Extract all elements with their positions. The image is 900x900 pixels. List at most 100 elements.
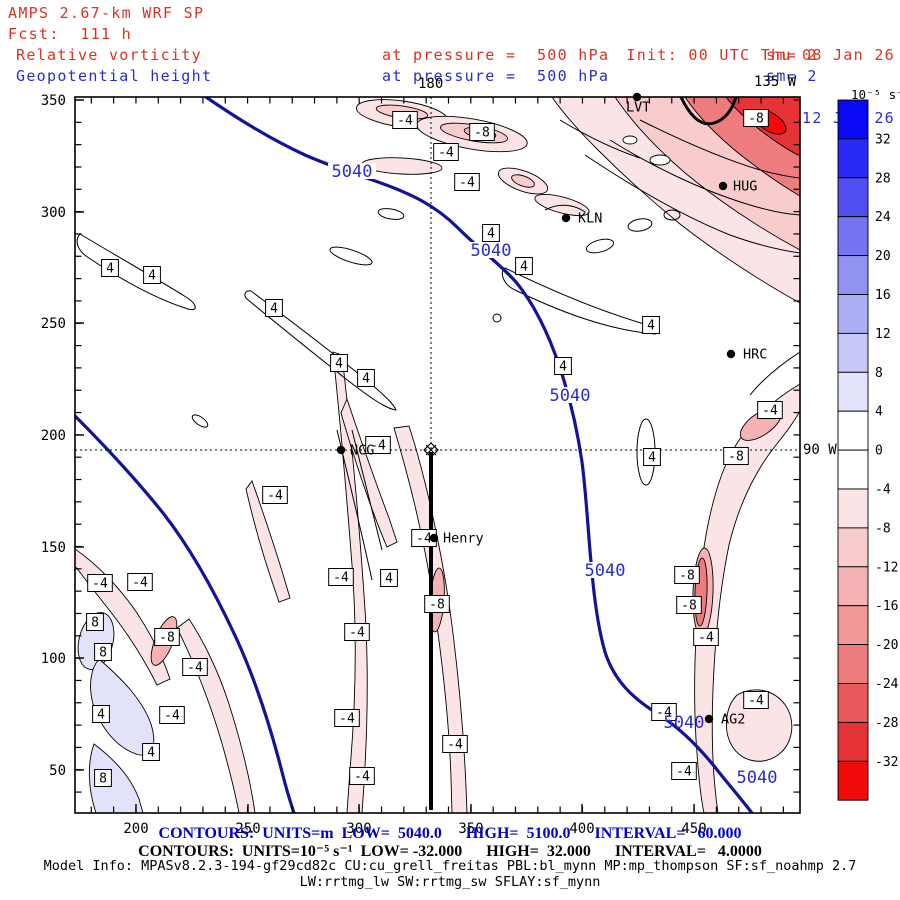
colorbar-segment xyxy=(837,760,869,801)
height-contour-labels: 5040 5040 5040 5040 5040 5040 xyxy=(328,162,781,788)
contour-label-box xyxy=(693,628,719,646)
contours-info-height: CONTOURS: UNITS=m LOW= 5040.0 HIGH= 5100… xyxy=(158,825,742,842)
station-label-hrc: HRC xyxy=(743,347,767,363)
contour-label-box xyxy=(143,266,161,284)
station-label-ncg: NCG xyxy=(350,443,374,459)
colorbar-segment xyxy=(837,410,869,451)
contour-label-value: 4 xyxy=(487,227,495,242)
colorbar-tick-label: -24 xyxy=(875,677,899,692)
colorbar-segment xyxy=(837,683,869,723)
y-tick-label: 150 xyxy=(41,540,66,556)
colorbar-segment xyxy=(837,138,869,179)
contour-label-value: 4 xyxy=(97,708,105,723)
contour-label-box xyxy=(469,123,495,141)
contour-label-value: -4 xyxy=(656,706,672,721)
field2-level: at pressure = 500 hPa xyxy=(382,67,610,85)
contour-label-box xyxy=(142,743,160,761)
contour-label-value: -8 xyxy=(681,599,697,614)
colorbar-segment xyxy=(837,566,869,607)
coastline xyxy=(679,96,738,126)
init-time: Init: 00 UTC Thu 08 Jan 26 xyxy=(626,46,895,64)
station-dot-lvt xyxy=(632,92,642,102)
colorbar-segment xyxy=(837,177,869,218)
contour-label-box xyxy=(515,257,533,275)
colorbar-segment xyxy=(837,449,869,490)
contour-label-value: -4 xyxy=(447,738,463,753)
contour-label-box xyxy=(92,705,110,723)
contour-label-box xyxy=(154,628,180,646)
y-tick-label: 100 xyxy=(41,651,66,667)
height-label-5040: 5040 xyxy=(471,241,512,261)
contour-label-box xyxy=(642,316,660,334)
colorbar-segment xyxy=(837,605,869,646)
contour-label-box xyxy=(643,448,661,466)
colorbar-segment xyxy=(837,99,869,140)
station-dot-henry xyxy=(429,533,439,543)
x-tick-label: 400 xyxy=(569,821,594,837)
shaded-vorticity-regions xyxy=(75,97,800,813)
lon-label-135w: 135 W xyxy=(754,74,797,90)
y-tick-label: 300 xyxy=(41,205,66,221)
contour-label-value: 4 xyxy=(362,372,370,387)
colorbar-tick-label: -28 xyxy=(875,716,898,731)
contour-label-value: -4 xyxy=(164,709,180,724)
colorbar-tick-label: 28 xyxy=(875,171,891,186)
contour-label-box xyxy=(674,566,700,584)
contour-label-box xyxy=(127,573,153,591)
station-label-henry: Henry xyxy=(443,531,484,547)
contour-label-value: -4 xyxy=(132,576,148,591)
contour-label-value: -8 xyxy=(429,598,445,613)
height-label-mask xyxy=(467,242,515,258)
map-frame xyxy=(74,96,801,814)
crosshair-dotted-lines xyxy=(75,97,800,451)
station-dot-ncg xyxy=(336,445,346,455)
contour-label-value: 4 xyxy=(270,302,278,317)
contour-label-value: -4 xyxy=(676,765,692,780)
contour-label-value: 4 xyxy=(335,357,343,372)
station-markers: LVT HUG KLN HRC NCG Henry AG2 xyxy=(336,92,767,728)
colorbar-tick-label: -12 xyxy=(875,560,898,575)
x-tick-label: 350 xyxy=(458,821,483,837)
contour-label-box xyxy=(424,595,450,613)
forecast-hour: Fcst: 111 h xyxy=(8,25,132,43)
contour-label-value: -4 xyxy=(187,661,203,676)
model-info-line1: Model Info: MPASv8.2.3-194-gf29cd82c CU:… xyxy=(43,858,857,874)
field1-level: at pressure = 500 hPa xyxy=(382,46,610,64)
contour-label-value: 4 xyxy=(648,451,656,466)
contour-label-box xyxy=(743,691,769,709)
x-tick-label: 450 xyxy=(681,821,706,837)
x-tick-label: 250 xyxy=(235,821,260,837)
colorbar-tick-label: 4 xyxy=(875,405,883,420)
x-tick-label: 200 xyxy=(123,821,148,837)
contour-label-box xyxy=(101,259,119,277)
contour-label-value: 8 xyxy=(99,646,107,661)
colorbar-tick-label: -8 xyxy=(875,521,891,536)
contour-label-value: -8 xyxy=(728,450,744,465)
station-label-lvt: LVT xyxy=(626,100,650,116)
colorbar-segment xyxy=(837,644,869,684)
contour-label-box xyxy=(671,762,697,780)
contour-label-value: 8 xyxy=(91,616,99,631)
contour-label-box xyxy=(676,596,702,614)
contour-label-value: -4 xyxy=(339,712,355,727)
colorbar-tick-label: -20 xyxy=(875,638,898,653)
contour-label-value: 4 xyxy=(559,360,567,375)
contour-label-box xyxy=(554,357,572,375)
contour-label-value: -4 xyxy=(267,489,283,504)
y-tick-label: 250 xyxy=(41,316,66,332)
height-label-5040: 5040 xyxy=(332,162,373,182)
station-label-ag2: AG2 xyxy=(721,712,745,728)
colorbar-tick-label: -4 xyxy=(875,483,891,498)
contour-label-box xyxy=(357,369,375,387)
contour-label-value: -8 xyxy=(474,126,490,141)
colorbar-segment xyxy=(837,255,869,295)
height-label-mask xyxy=(581,562,629,578)
contour-label-value: -4 xyxy=(92,577,108,592)
colorbar-tick-label: 0 xyxy=(875,444,883,459)
contour-label-value: 4 xyxy=(106,262,114,277)
height-label-mask xyxy=(328,163,376,179)
contour-label-box xyxy=(482,224,500,242)
